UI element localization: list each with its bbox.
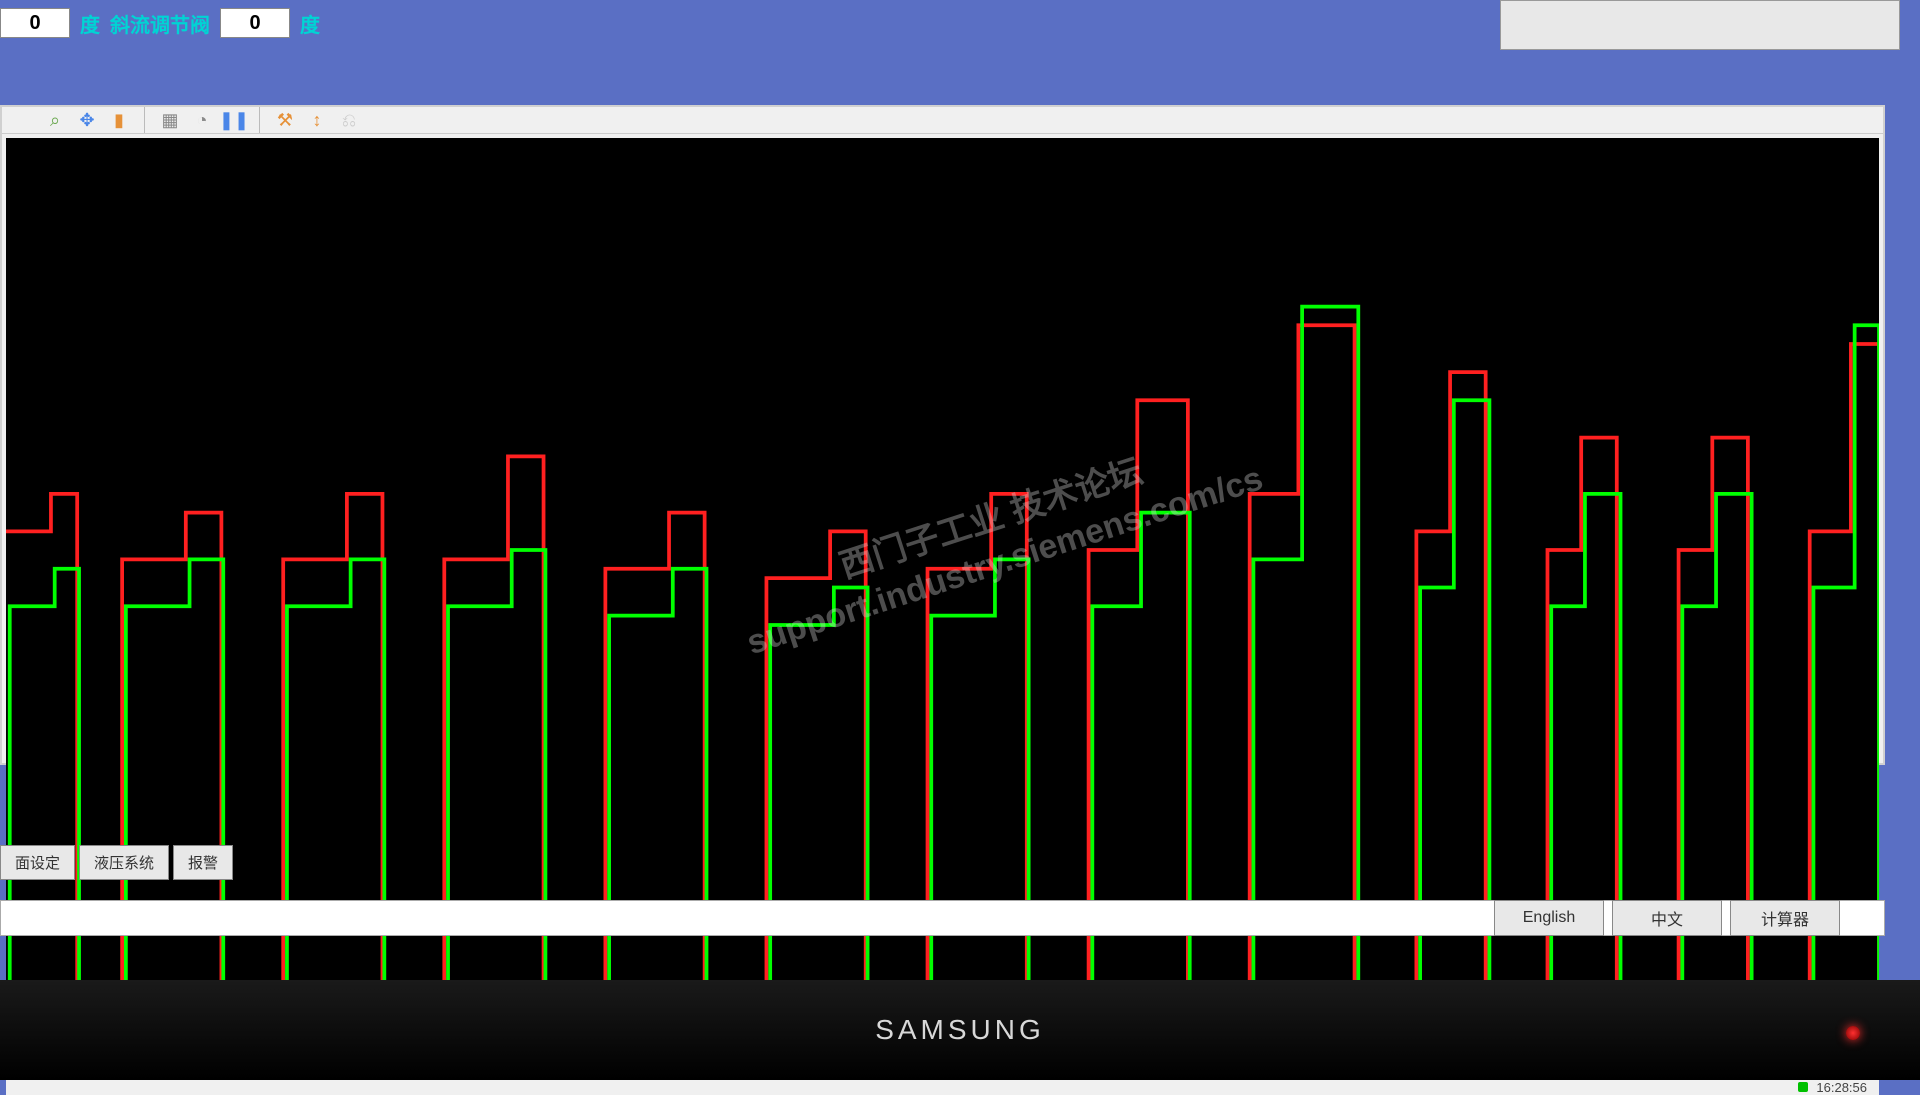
pan-icon[interactable]: ✥ [74,107,100,133]
tab-alarm[interactable]: 报警 [173,845,233,880]
readout-2-label: 斜流调节阀 [110,9,210,38]
readout-1-unit: 度 [80,9,100,38]
pause-icon[interactable]: ❚❚ [221,107,247,133]
chart-toolbar: ⌕✥▮ ▦◔❚❚ ⚒↕⎌ [2,107,1883,134]
language-button-row: English 中文 计算器 [1494,900,1840,936]
bottom-tab-row: 面设定 液压系统 报警 [0,845,233,880]
chinese-button[interactable]: 中文 [1612,900,1722,936]
top-right-panel [1500,0,1900,50]
grid-icon[interactable]: ▦ [157,107,183,133]
chart-status-bar: 16:28:56 [6,1079,1879,1095]
calculator-button[interactable]: 计算器 [1730,900,1840,936]
tool2-icon[interactable]: ↕ [304,107,330,133]
power-led-icon [1846,1026,1860,1040]
series-green [6,307,1879,1075]
english-button[interactable]: English [1494,900,1604,936]
zoom-area-icon[interactable]: ⌕ [42,107,68,133]
trend-chart-window: ⌕✥▮▦◔❚❚⚒↕⎌ 15:30:002018-9-2715:35:002018… [0,105,1885,765]
ruler-icon[interactable]: ▮ [106,107,132,133]
readout-2-value: 0 [220,8,290,38]
monitor-bezel: SAMSUNG [0,980,1920,1080]
timer-icon[interactable]: ◔ [189,107,215,133]
monitor-brand: SAMSUNG [875,1014,1045,1046]
status-clock: 16:28:56 [1816,1080,1867,1095]
top-readout-row: 0 度 斜流调节阀 0 度 [0,8,320,38]
tool3-icon[interactable]: ⎌ [336,107,362,133]
readout-1-value: 0 [0,8,70,38]
tab-settings[interactable]: 面设定 [0,845,75,880]
tab-hydraulic[interactable]: 液压系统 [79,845,169,880]
readout-2-unit: 度 [300,9,320,38]
connection-led-icon [1798,1082,1808,1092]
tool1-icon[interactable]: ⚒ [272,107,298,133]
